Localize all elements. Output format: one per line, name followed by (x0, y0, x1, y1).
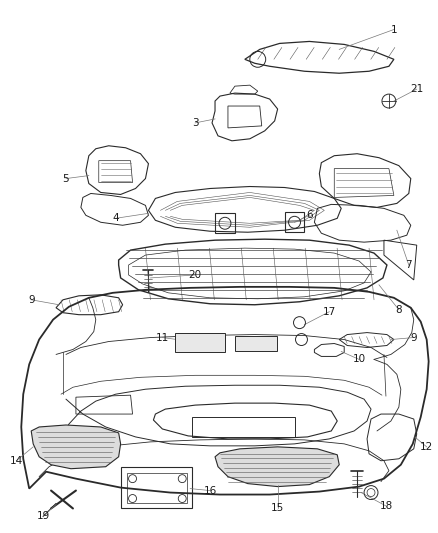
Text: 1: 1 (391, 25, 397, 35)
Text: 10: 10 (353, 354, 366, 365)
Text: 7: 7 (406, 260, 412, 270)
Text: 15: 15 (271, 504, 284, 513)
Bar (235, 336, 277, 351)
Text: 11: 11 (156, 333, 169, 343)
Text: 17: 17 (323, 306, 336, 317)
Text: 9: 9 (28, 295, 35, 305)
Text: 18: 18 (380, 502, 394, 512)
Text: 5: 5 (63, 174, 69, 183)
Text: 20: 20 (189, 270, 202, 280)
Text: 21: 21 (410, 84, 424, 94)
Polygon shape (31, 425, 120, 469)
Text: 8: 8 (396, 305, 402, 314)
Text: 3: 3 (192, 118, 198, 128)
Text: 9: 9 (410, 333, 417, 343)
Text: 14: 14 (10, 456, 23, 466)
Bar (175, 333, 225, 352)
Text: 12: 12 (420, 442, 433, 452)
Text: 19: 19 (36, 511, 50, 521)
Text: 16: 16 (203, 486, 217, 496)
Text: 4: 4 (113, 213, 119, 223)
Text: 6: 6 (306, 211, 313, 220)
Polygon shape (215, 447, 339, 487)
